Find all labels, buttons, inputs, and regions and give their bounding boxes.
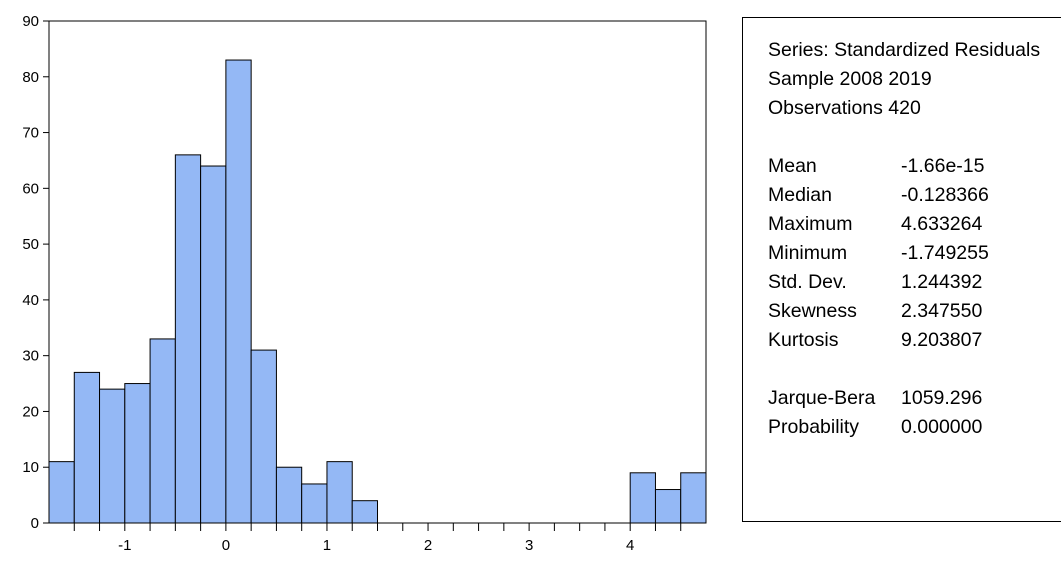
- bars-group: [48, 59, 707, 524]
- series-name: Series: Standardized Residuals: [768, 39, 1041, 61]
- histogram-bar: [326, 461, 353, 524]
- stat-label: Minimum: [768, 242, 848, 264]
- histogram-bar: [149, 338, 176, 524]
- test-row: Jarque-Bera 1059.296: [768, 384, 1061, 413]
- y-tick-label: 10: [22, 459, 39, 476]
- x-tick-label: -1: [118, 537, 131, 554]
- stat-label: Kurtosis: [768, 329, 839, 351]
- stat-label: Std. Dev.: [768, 271, 847, 293]
- histogram-bar: [174, 154, 202, 524]
- stat-row: Skewness 2.347550: [768, 297, 1061, 326]
- histogram-bar: [301, 483, 328, 524]
- x-axis: -1 0 1 2 3 4: [73, 523, 682, 554]
- stat-value: 9.203807: [901, 329, 983, 351]
- stat-row: Median -0.128366: [768, 181, 1061, 210]
- sample-range: Sample 2008 2019: [768, 68, 932, 90]
- test-value: 0.000000: [901, 416, 983, 438]
- histogram-bar: [680, 472, 707, 524]
- histogram-chart: 0 10 20 30 40 50 60 70 80 90 -1 0 1 2 3 4: [22, 13, 707, 554]
- stat-label: Mean: [768, 155, 817, 177]
- stat-label: Maximum: [768, 213, 853, 235]
- stat-row: Minimum -1.749255: [768, 239, 1061, 268]
- x-tick-label: 1: [323, 537, 331, 554]
- stat-value: 1.244392: [901, 271, 983, 293]
- y-tick-label: 30: [22, 348, 39, 365]
- histogram-bar: [250, 349, 277, 524]
- statistics-panel: Series: Standardized Residuals Sample 20…: [742, 17, 1061, 522]
- y-tick-label: 90: [22, 13, 39, 30]
- stat-row: Std. Dev. 1.244392: [768, 268, 1061, 297]
- normality-test: Jarque-Bera 1059.296 Probability 0.000000: [768, 384, 1061, 442]
- x-tick-label: 3: [525, 537, 533, 554]
- y-tick-label: 0: [31, 515, 39, 532]
- histogram-bar: [124, 383, 151, 524]
- x-tick-label: 4: [626, 537, 634, 554]
- x-tick-label: 2: [424, 537, 432, 554]
- stat-value: -1.66e-15: [901, 155, 985, 177]
- histogram-bar: [654, 489, 682, 524]
- stat-label: Skewness: [768, 300, 857, 322]
- test-row: Probability 0.000000: [768, 413, 1061, 442]
- stat-row: Maximum 4.633264: [768, 210, 1061, 239]
- stat-row: Kurtosis 9.203807: [768, 326, 1061, 355]
- histogram-bar: [629, 472, 656, 524]
- stat-value: 2.347550: [901, 300, 983, 322]
- descriptive-stats: Mean -1.66e-15 Median -0.128366 Maximum 4.633…: [768, 152, 1061, 355]
- histogram-bar: [48, 461, 75, 524]
- histogram-bar: [275, 466, 303, 524]
- histogram-bar: [225, 59, 252, 524]
- test-value: 1059.296: [901, 387, 983, 409]
- observations-count: Observations 420: [768, 97, 921, 119]
- y-tick-label: 20: [22, 403, 39, 420]
- stat-label: Median: [768, 184, 832, 206]
- y-tick-label: 40: [22, 292, 39, 309]
- stat-row: Mean -1.66e-15: [768, 152, 1061, 181]
- histogram-bar: [200, 165, 227, 524]
- histogram-bar: [351, 500, 379, 524]
- histogram-bar: [99, 388, 126, 524]
- y-tick-label: 60: [22, 180, 39, 197]
- x-tick-label: 0: [222, 537, 230, 554]
- stat-value: -0.128366: [901, 184, 989, 206]
- y-tick-label: 80: [22, 69, 39, 86]
- stat-value: 4.633264: [901, 213, 983, 235]
- test-label: Jarque-Bera: [768, 387, 876, 409]
- test-label: Probability: [768, 416, 860, 438]
- stat-value: -1.749255: [901, 242, 989, 264]
- spacer: [768, 355, 1061, 384]
- y-axis: 0 10 20 30 40 50 60 70 80 90: [22, 13, 49, 532]
- y-tick-label: 70: [22, 125, 39, 142]
- y-tick-label: 50: [22, 236, 39, 253]
- histogram-bar: [73, 371, 101, 524]
- spacer: [768, 123, 1061, 152]
